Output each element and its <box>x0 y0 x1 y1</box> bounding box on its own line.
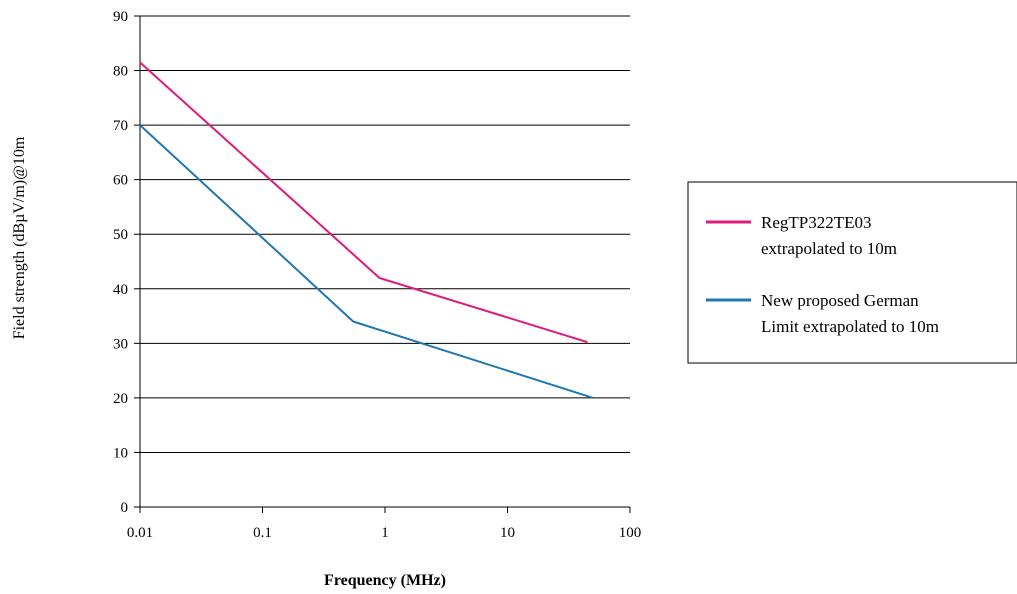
y-tick-label: 40 <box>113 282 128 298</box>
legend-label-2: Limit extrapolated to 10m <box>761 317 939 336</box>
legend-label-1: extrapolated to 10m <box>761 239 897 258</box>
y-axis-label: Field strength (dBµV/m)@10m <box>11 136 28 339</box>
y-tick-label: 10 <box>113 445 128 461</box>
axes <box>134 15 631 513</box>
legend-label-1: RegTP322TE03 <box>761 213 872 232</box>
y-tick-label: 70 <box>113 118 128 134</box>
legend-label-2: New proposed German <box>761 291 919 310</box>
y-tick-label: 80 <box>113 64 128 80</box>
y-tick-label: 0 <box>121 500 129 516</box>
x-tick-label: 1 <box>381 525 389 541</box>
series-line-2 <box>139 124 594 399</box>
gridlines <box>140 15 630 453</box>
x-tick-label: 0.1 <box>253 525 272 541</box>
y-tick-label: 20 <box>113 391 128 407</box>
y-tick-labels: 0 10 20 30 40 50 60 70 80 90 <box>113 9 128 516</box>
y-tick-label: 90 <box>113 9 128 25</box>
x-axis-label: Frequency (MHz) <box>324 572 446 589</box>
y-tick-label: 50 <box>113 227 128 243</box>
legend-items: RegTP322TE03 extrapolated to 10m New propo… <box>706 213 939 336</box>
x-tick-label: 10 <box>500 525 515 541</box>
x-tick-label: 100 <box>619 525 642 541</box>
x-tick-labels: 0.01 0.1 1 10 100 <box>127 525 641 541</box>
series-lines <box>139 61 594 399</box>
legend: RegTP322TE03 extrapolated to 10m New propo… <box>687 181 1017 364</box>
series-line-1 <box>139 61 588 344</box>
legend-box <box>687 181 1017 364</box>
y-tick-label: 60 <box>113 173 128 189</box>
y-tick-label: 30 <box>113 336 128 352</box>
x-tick-label: 0.01 <box>127 525 153 541</box>
